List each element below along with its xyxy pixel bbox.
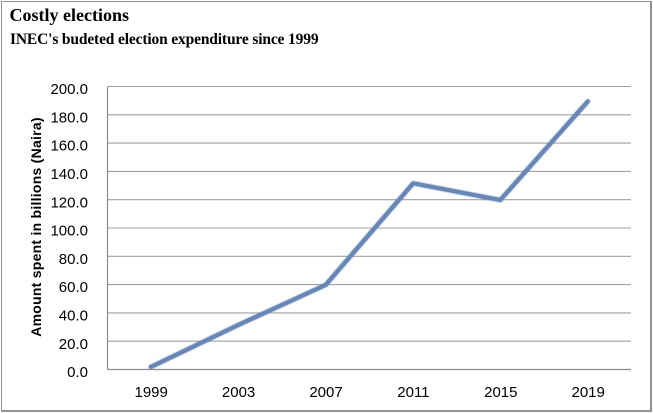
svg-text:160.0: 160.0 xyxy=(50,138,88,155)
svg-text:100.0: 100.0 xyxy=(50,223,88,240)
svg-text:120.0: 120.0 xyxy=(50,194,88,211)
svg-text:1999: 1999 xyxy=(135,384,168,401)
svg-text:180.0: 180.0 xyxy=(50,109,88,126)
svg-text:2015: 2015 xyxy=(484,384,517,401)
svg-text:140.0: 140.0 xyxy=(50,166,88,183)
svg-text:200.0: 200.0 xyxy=(50,81,88,98)
svg-text:80.0: 80.0 xyxy=(59,251,88,268)
svg-text:2003: 2003 xyxy=(222,384,255,401)
svg-text:2019: 2019 xyxy=(572,384,605,401)
svg-text:Amount spent in billions (Nair: Amount spent in billions (Naira) xyxy=(28,117,44,337)
svg-text:60.0: 60.0 xyxy=(59,279,88,296)
svg-text:2011: 2011 xyxy=(397,384,429,401)
svg-text:20.0: 20.0 xyxy=(59,336,88,353)
svg-text:2007: 2007 xyxy=(309,384,342,401)
svg-text:0.0: 0.0 xyxy=(67,364,88,381)
svg-text:40.0: 40.0 xyxy=(59,308,88,325)
